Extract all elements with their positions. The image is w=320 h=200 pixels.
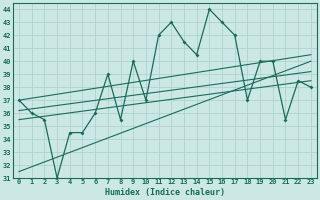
X-axis label: Humidex (Indice chaleur): Humidex (Indice chaleur) [105,188,225,197]
